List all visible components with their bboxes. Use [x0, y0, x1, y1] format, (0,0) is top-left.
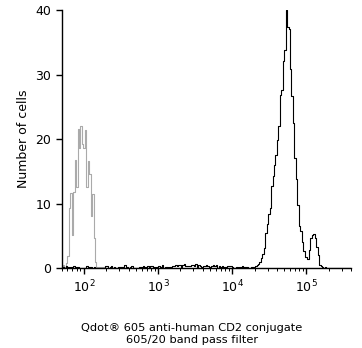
Text: Qdot® 605 anti-human CD2 conjugate
605/20 band pass filter: Qdot® 605 anti-human CD2 conjugate 605/2…	[81, 323, 303, 345]
Y-axis label: Number of cells: Number of cells	[17, 90, 30, 189]
